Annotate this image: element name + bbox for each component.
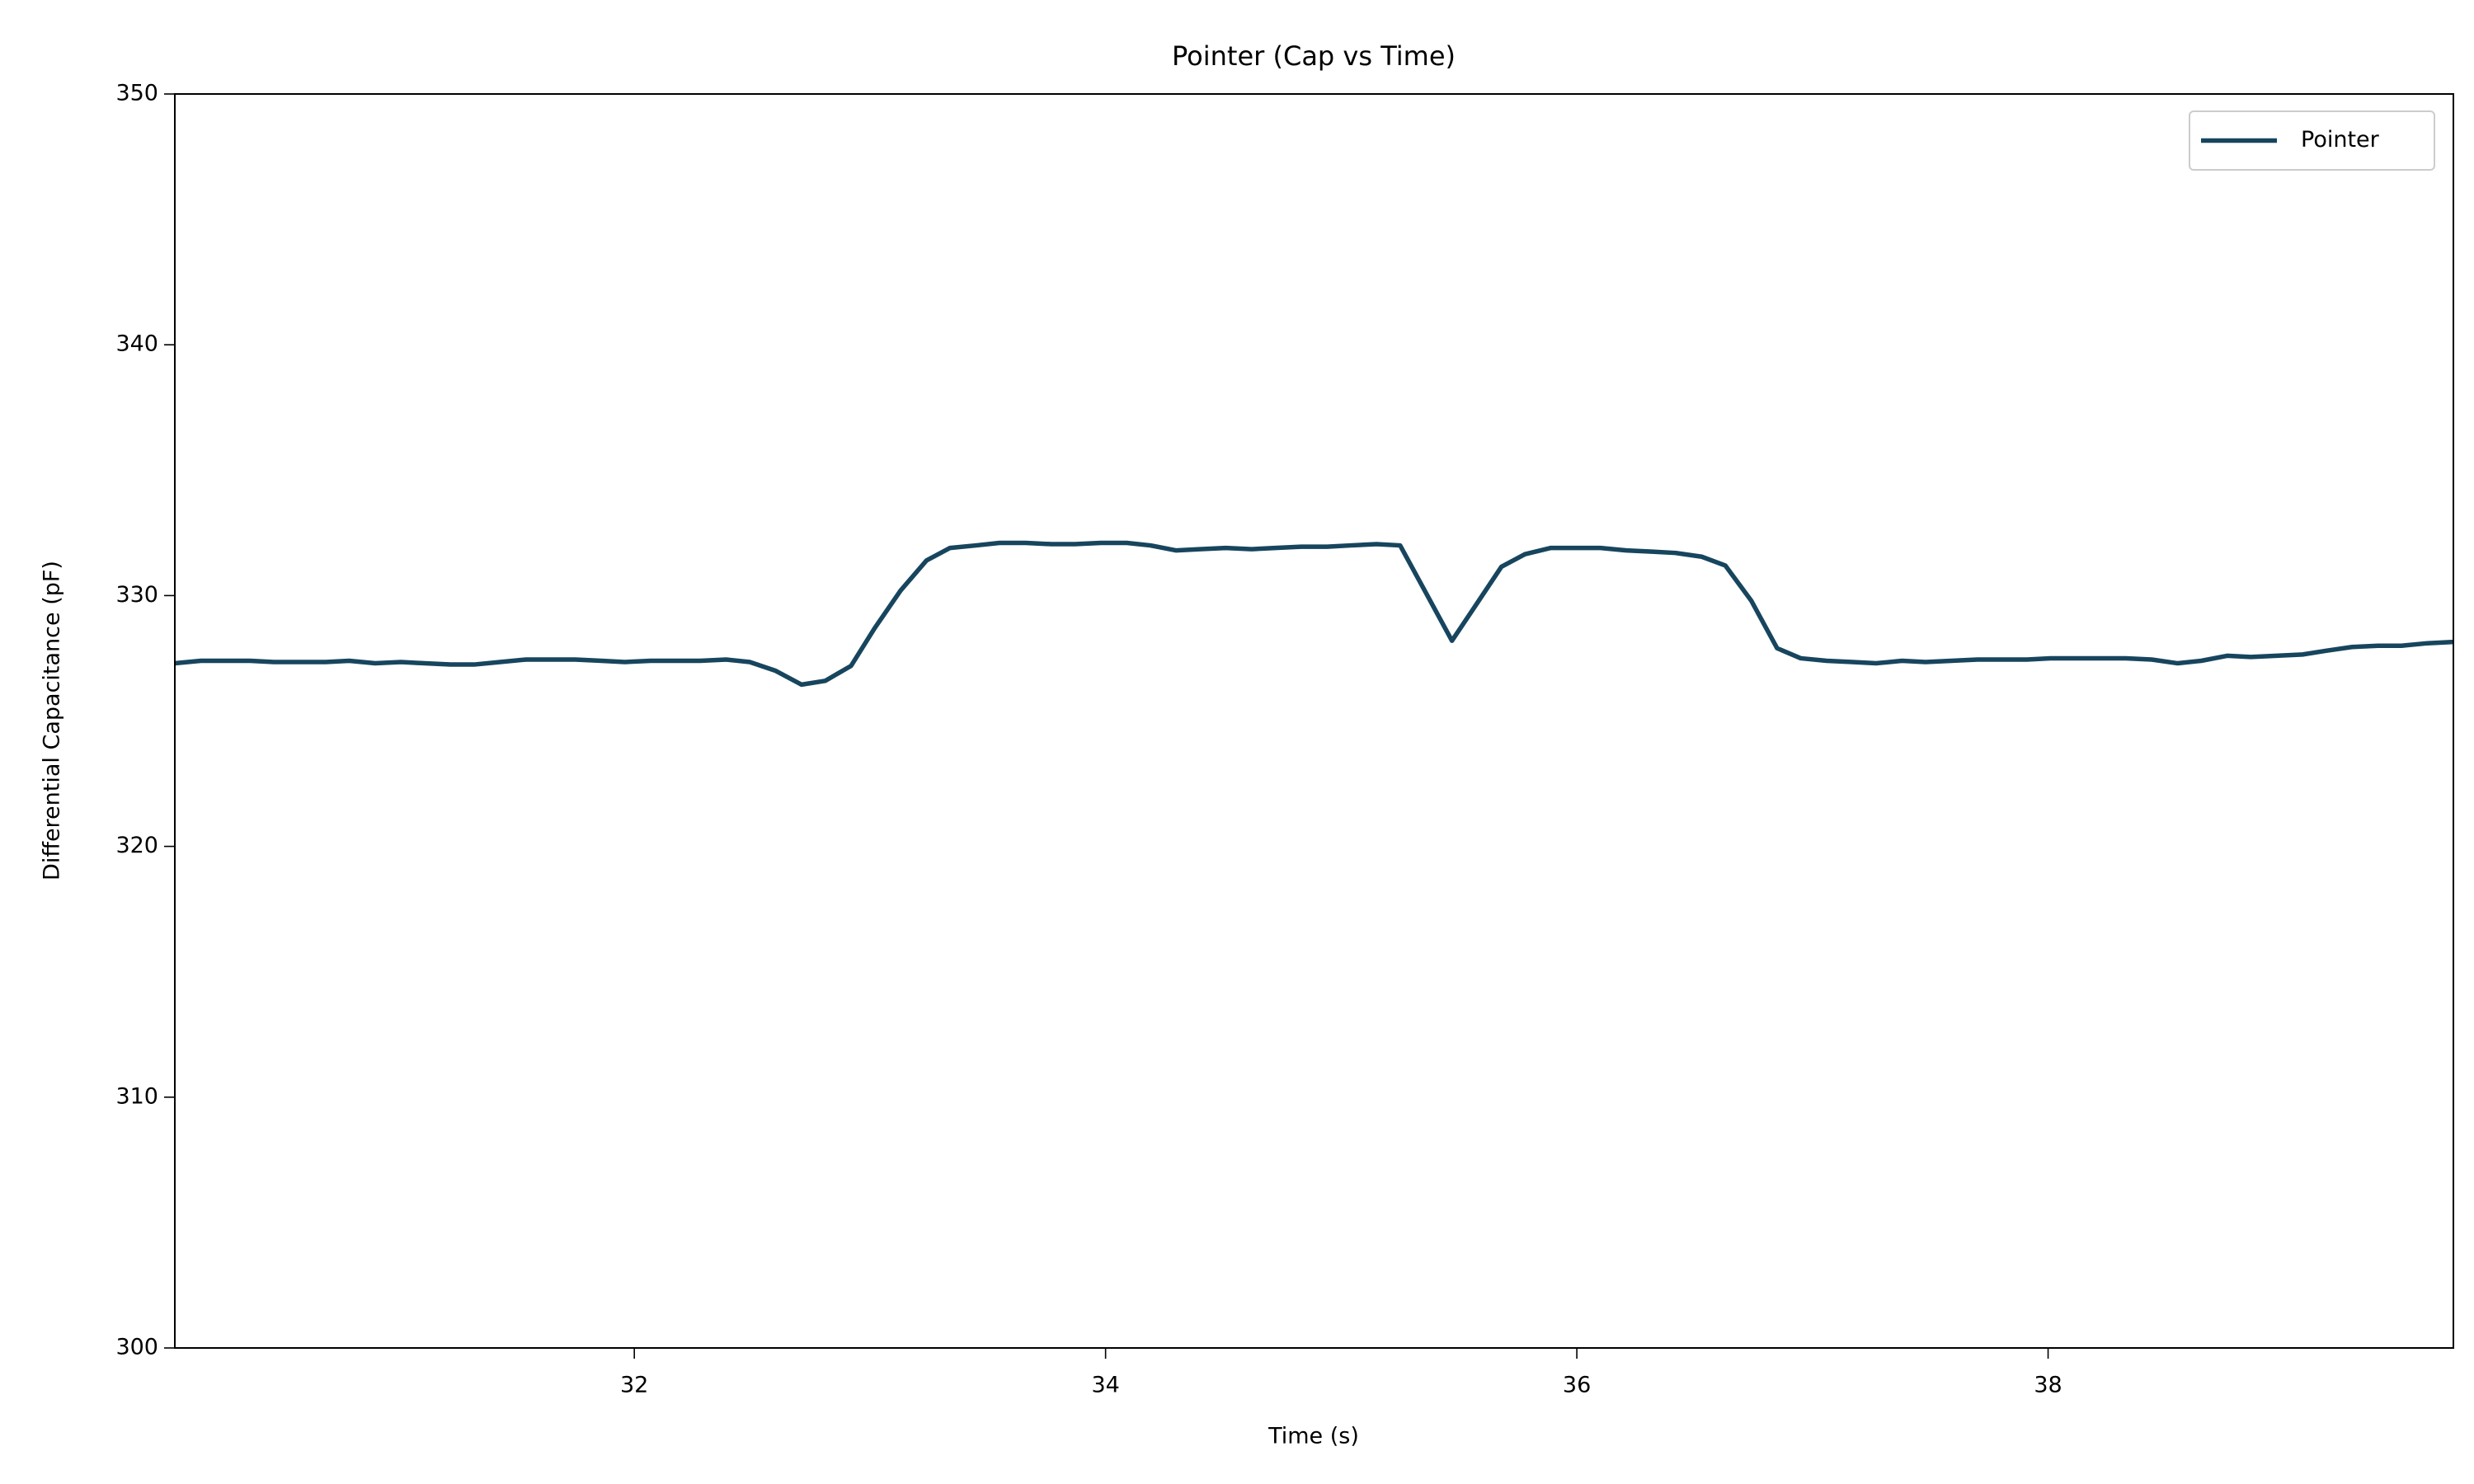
y-tick-label: 300 — [115, 1335, 158, 1360]
y-tick-label: 340 — [115, 331, 158, 357]
x-axis-label: Time (s) — [1268, 1424, 1359, 1449]
legend-label: Pointer — [2301, 127, 2380, 153]
y-tick-label: 350 — [115, 81, 158, 106]
x-tick-label: 32 — [620, 1373, 648, 1398]
plot-frame — [174, 93, 2454, 1349]
y-tick-label: 330 — [115, 582, 158, 608]
x-tick-label: 34 — [1091, 1373, 1119, 1398]
legend-box — [2189, 110, 2435, 171]
x-tick-label: 38 — [2034, 1373, 2062, 1398]
chart-title: Pointer (Cap vs Time) — [1172, 40, 1456, 72]
x-tick-label: 36 — [1563, 1373, 1591, 1398]
y-tick-label: 320 — [115, 833, 158, 858]
y-tick-label: 310 — [115, 1083, 158, 1109]
data-line — [174, 540, 2454, 688]
y-axis-label: Differential Capacitance (pF) — [40, 561, 65, 881]
